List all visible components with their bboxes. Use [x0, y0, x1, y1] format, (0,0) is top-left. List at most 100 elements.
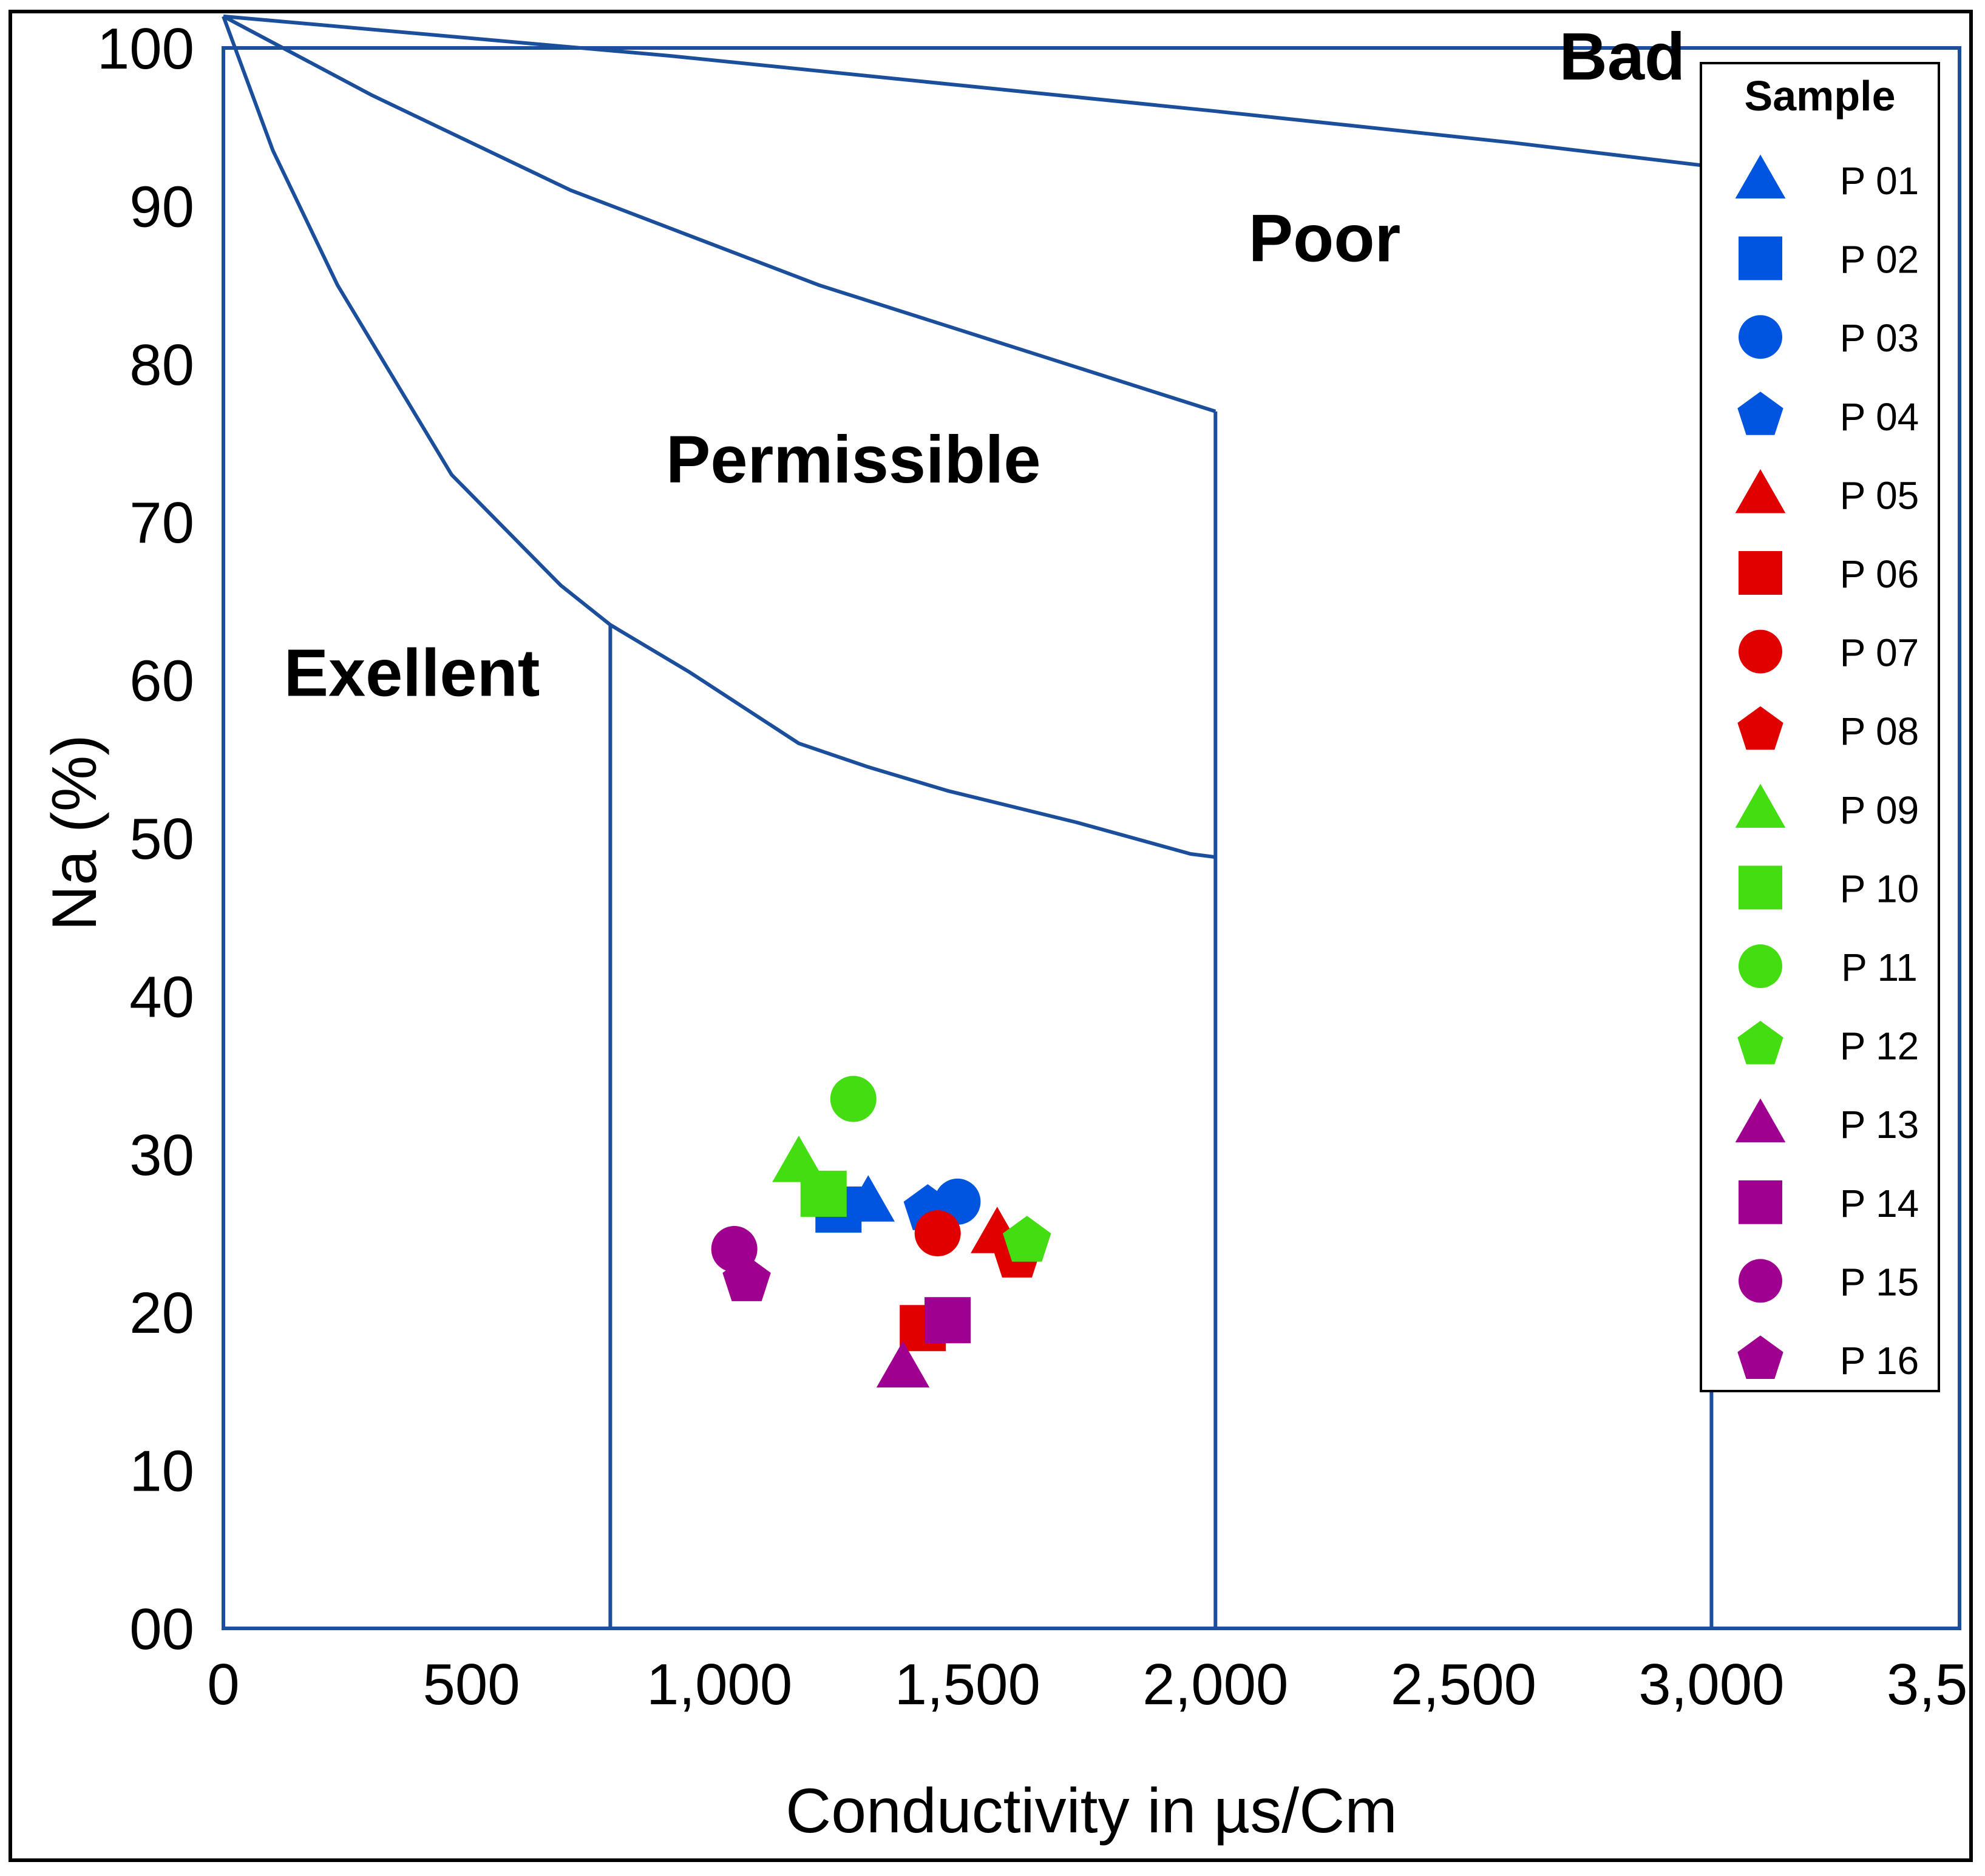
- legend-label: P 15: [1840, 1260, 1919, 1304]
- x-axis-ticks: 0 500 1,000 1,500 2,000 2,500 3,000 3,500: [207, 1652, 1969, 1717]
- data-point-marker: [830, 1075, 877, 1122]
- wilcox-scatter-chart: 00 10 20 30 40 50 60 70 80 90 100 0 500 1,000 1,500 2,…: [39, 14, 1969, 1846]
- y-tick-label: 100: [97, 16, 194, 81]
- legend-item: P 14: [1739, 1180, 1919, 1225]
- legend-item: P 09: [1735, 784, 1919, 832]
- x-tick-label: 1,500: [895, 1652, 1040, 1717]
- legend-label: P 02: [1840, 238, 1919, 282]
- legend-label: P 04: [1840, 395, 1919, 439]
- x-axis-label: Conductivity in µs/Cm: [786, 1776, 1397, 1846]
- legend-item: P 10: [1739, 865, 1919, 910]
- data-point-p07: [914, 1210, 961, 1256]
- legend-item: P 07: [1739, 629, 1919, 675]
- y-tick-label: 80: [129, 333, 194, 398]
- legend-label: P 05: [1840, 473, 1919, 517]
- legend-item: P 06: [1739, 551, 1919, 596]
- y-tick-label: 20: [129, 1281, 194, 1346]
- legend-marker: [1739, 1180, 1782, 1224]
- data-point-marker: [914, 1210, 961, 1256]
- data-point-marker: [772, 1136, 826, 1182]
- legend-label: P 16: [1840, 1339, 1919, 1383]
- legend-label: P 08: [1840, 709, 1919, 753]
- x-tick-label: 1,000: [646, 1652, 792, 1717]
- data-point-marker: [925, 1297, 971, 1344]
- legend-marker: [1739, 315, 1782, 359]
- legend-label: P 13: [1840, 1103, 1919, 1146]
- legend-label: P 06: [1840, 552, 1919, 596]
- legend-marker: [1735, 469, 1786, 513]
- legend-label: P 03: [1840, 316, 1919, 360]
- y-tick-label: 00: [129, 1597, 194, 1662]
- legend-item: P 12: [1737, 1021, 1919, 1068]
- excellent-permissible-curve: [222, 15, 612, 626]
- legend-marker: [1737, 391, 1783, 435]
- data-point-p11: [830, 1075, 877, 1122]
- x-tick-label: 500: [422, 1652, 520, 1717]
- legend-marker: [1737, 1335, 1783, 1379]
- legend-marker: [1739, 1259, 1782, 1303]
- legend-item: P 03: [1739, 315, 1919, 360]
- legend-item: P 08: [1737, 706, 1919, 753]
- data-point-p16: [722, 1255, 771, 1301]
- region-label: Poor: [1249, 201, 1401, 276]
- legend-item: P 16: [1737, 1335, 1919, 1383]
- y-tick-label: 10: [129, 1439, 194, 1504]
- legend-marker: [1739, 551, 1782, 595]
- legend-label: P 09: [1840, 788, 1919, 832]
- y-tick-label: 30: [129, 1123, 194, 1188]
- legend-item: P 05: [1735, 469, 1919, 517]
- legend-marker: [1739, 865, 1782, 910]
- legend-item: P 11: [1739, 944, 1918, 989]
- legend-marker: [1737, 706, 1783, 750]
- region-label: Permissible: [666, 422, 1041, 497]
- legend-item: P 02: [1739, 236, 1919, 282]
- y-tick-label: 90: [129, 174, 194, 239]
- data-point-marker: [1003, 1216, 1051, 1262]
- y-tick-label: 60: [129, 649, 194, 714]
- legend-marker: [1735, 154, 1786, 199]
- legend-item: P 01: [1735, 154, 1919, 203]
- legend-marker: [1735, 1098, 1786, 1143]
- data-point-marker: [722, 1255, 771, 1301]
- permissible-lower-curve: [609, 623, 1216, 859]
- legend-label: P 07: [1840, 631, 1919, 675]
- legend-marker: [1739, 236, 1782, 280]
- x-tick-label: 3,000: [1638, 1652, 1784, 1717]
- legend-marker: [1739, 629, 1782, 674]
- x-tick-label: 0: [207, 1652, 239, 1717]
- plot-area: [222, 46, 1961, 1630]
- data-point-p09: [772, 1136, 826, 1182]
- region-labels: Exellent Permissible Poor Bad: [284, 19, 1686, 711]
- legend-item: P 13: [1735, 1098, 1919, 1146]
- x-tick-label: 2,000: [1142, 1652, 1288, 1717]
- permissible-upper-curve: [222, 15, 1216, 413]
- data-points: [711, 1075, 1051, 1388]
- legend: Sample P 01P 02P 03P 04P 05P 06P 07P 08P…: [1700, 62, 1940, 1392]
- legend-label: P 14: [1840, 1182, 1919, 1225]
- y-tick-label: 70: [129, 490, 194, 555]
- data-point-marker: [800, 1170, 847, 1217]
- data-point-p14: [925, 1297, 971, 1344]
- legend-marker: [1739, 944, 1782, 988]
- y-axis-ticks: 00 10 20 30 40 50 60 70 80 90 100: [97, 16, 194, 1662]
- y-axis-label: Na (%): [39, 734, 110, 931]
- region-label: Exellent: [284, 636, 540, 711]
- legend-marker: [1735, 784, 1786, 828]
- legend-title: Sample: [1745, 72, 1896, 120]
- data-point-p10: [800, 1170, 847, 1217]
- data-point-marker: [876, 1341, 930, 1388]
- legend-item: P 04: [1737, 391, 1919, 439]
- legend-label: P 10: [1840, 867, 1919, 910]
- legend-label: P 11: [1841, 946, 1918, 989]
- legend-label: P 12: [1840, 1024, 1919, 1068]
- region-label: Bad: [1559, 19, 1685, 94]
- figure-frame: 00 10 20 30 40 50 60 70 80 90 100 0 500 1,000 1,500 2,…: [8, 10, 1973, 1862]
- y-tick-label: 50: [129, 807, 194, 872]
- y-tick-label: 40: [129, 964, 194, 1029]
- legend-label: P 01: [1840, 159, 1919, 203]
- data-point-p13: [876, 1341, 930, 1388]
- legend-items: P 01 P 02 P 03 P 04 P 05 P 06 P 07 P 08 P 09 P 10…: [1735, 154, 1919, 1383]
- x-tick-label: 3,500: [1887, 1652, 1969, 1717]
- classification-boundaries: [222, 14, 1714, 1628]
- x-tick-label: 2,500: [1391, 1652, 1536, 1717]
